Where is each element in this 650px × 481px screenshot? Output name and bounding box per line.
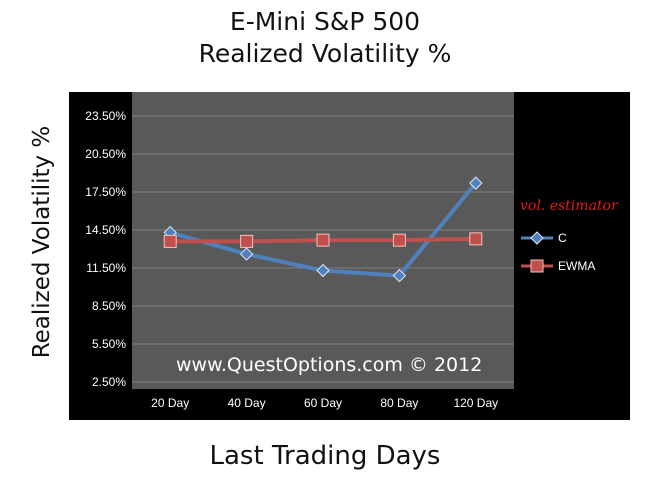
data-point [240, 234, 254, 248]
data-point [316, 233, 330, 247]
data-point [316, 263, 330, 278]
watermark: www.QuestOptions.com © 2012 [176, 354, 482, 376]
y-tick-label: 23.50% [85, 109, 126, 123]
y-axis-label-box: Realized Volatility % [24, 92, 60, 392]
data-point [469, 232, 483, 246]
y-tick-label: 20.50% [85, 147, 126, 161]
x-axis-label: Last Trading Days [209, 441, 441, 471]
legend-marker [530, 231, 544, 245]
x-tick-label: 120 Day [453, 396, 498, 410]
y-axis-label: Realized Volatility % [29, 125, 55, 359]
legend-label: C [558, 231, 567, 245]
series-layer [163, 176, 483, 283]
grid-layer [132, 115, 514, 383]
legend-title: vol. estimator [520, 198, 619, 214]
x-tick-label: 80 Day [380, 396, 418, 410]
data-point [392, 268, 407, 283]
chart-subtitle: Realized Volatility % [198, 39, 452, 68]
y-tick-label: 14.50% [85, 223, 126, 237]
x-tick-labels: 20 Day 40 Day 60 Day 80 Day 120 Day [151, 396, 498, 410]
x-tick-label: 40 Day [228, 396, 266, 410]
chart-title: E-Mini S&P 500 [229, 7, 421, 36]
legend-label: EWMA [558, 259, 595, 273]
series-ewma [163, 232, 483, 248]
legend-items: C EWMA [521, 231, 595, 273]
x-tick-label: 60 Day [304, 396, 342, 410]
legend-item: EWMA [521, 259, 595, 273]
data-point [239, 247, 254, 261]
y-tick-label: 5.50% [92, 337, 126, 351]
y-tick-label: 8.50% [92, 299, 126, 313]
y-tick-label: 2.50% [92, 375, 126, 389]
x-tick-label: 20 Day [151, 396, 189, 410]
data-point [469, 176, 483, 190]
chart: 2.50% 5.50% 8.50% 11.50% 14.50% 17.50% 20.50% 2… [69, 92, 630, 420]
y-tick-label: 11.50% [86, 261, 126, 275]
y-tick-labels: 2.50% 5.50% 8.50% 11.50% 14.50% 17.50% 20.50% 2… [85, 109, 126, 389]
legend-marker [530, 259, 544, 273]
data-point [163, 234, 177, 248]
data-point [392, 233, 406, 247]
y-tick-label: 17.50% [85, 185, 126, 199]
legend-item: C [521, 231, 567, 245]
chart-title-block: E-Mini S&P 500 Realized Volatility % [0, 6, 650, 70]
legend: vol. estimator C EWMA [520, 198, 619, 273]
